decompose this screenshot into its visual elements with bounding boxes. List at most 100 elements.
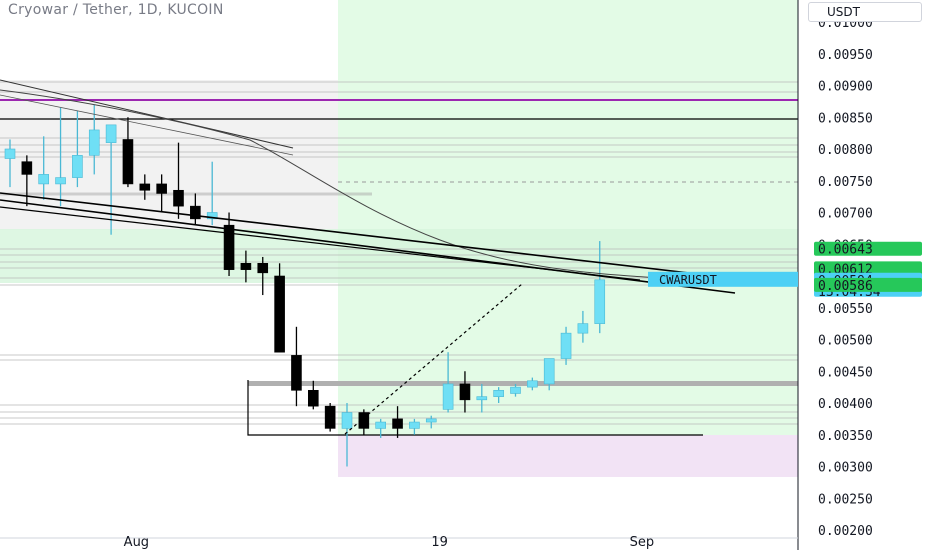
candles (4, 104, 606, 467)
candle (543, 358, 555, 391)
y-tick-label: 0.00700 (818, 207, 873, 222)
y-tick-label: 0.00800 (818, 143, 873, 158)
time-axis: Aug 19 Sep (0, 535, 798, 550)
candle-body (274, 275, 285, 353)
y-tick-label: 0.00500 (818, 334, 873, 349)
y-tick-label: 0.00300 (818, 461, 873, 476)
candle (4, 139, 16, 188)
price-badge-bg (814, 277, 922, 292)
candle (307, 380, 319, 410)
candle-body (476, 396, 488, 401)
candle (560, 326, 572, 365)
candle-body (173, 189, 184, 207)
candle (425, 415, 437, 429)
candle (392, 406, 403, 438)
channel-line-3 (0, 206, 641, 281)
candle (206, 161, 218, 226)
moving-average-line (0, 89, 701, 281)
candle-body (307, 389, 319, 407)
y-tick-label: 0.00750 (818, 175, 873, 190)
trend-line-upper-2 (0, 94, 294, 156)
candle (577, 310, 589, 343)
candle (358, 409, 370, 435)
price-badges: 0.006430.006120.0059413:04:340.00586CWAR… (648, 241, 922, 300)
x-tick-label: 19 (431, 535, 448, 550)
candle (173, 142, 184, 219)
candle-body (577, 323, 589, 334)
candle-body (240, 262, 252, 270)
candle (72, 110, 83, 188)
candle-body (156, 183, 167, 194)
candle-body (257, 262, 269, 274)
candle-body (291, 355, 302, 391)
candle-body (341, 412, 353, 429)
price-badge-bg (814, 241, 922, 256)
channel-line-1 (0, 192, 716, 277)
zones (0, 0, 798, 477)
x-tick-label: Sep (630, 535, 655, 550)
candle (409, 418, 420, 435)
symbol-tag-label: CWARUSDT (659, 273, 717, 287)
candle-body (510, 386, 521, 394)
candle-body (88, 129, 100, 156)
box-outline (247, 380, 703, 436)
price-badge-bg (814, 261, 922, 276)
candle-body (358, 412, 370, 429)
candle-body (55, 177, 66, 185)
candle-body (206, 212, 218, 220)
candle (324, 403, 336, 432)
y-tick-label: 0.00200 (818, 524, 873, 539)
candle-body (527, 380, 538, 388)
candle-body (105, 124, 117, 143)
currency-button[interactable]: USDT (808, 2, 922, 22)
y-tick-label: 0.00350 (818, 429, 873, 444)
y-tick-label: 0.00850 (818, 111, 873, 126)
y-tick-label: 0.00900 (818, 80, 873, 95)
candle-body (139, 183, 151, 191)
drawings (0, 79, 736, 435)
range-zone-grey (0, 80, 338, 230)
candle (527, 377, 538, 391)
trend-line-upper (0, 79, 294, 149)
candle (156, 174, 167, 213)
candle (122, 117, 134, 188)
candle-body (392, 418, 403, 429)
price-badge: 0.00643 (814, 241, 922, 258)
candle (510, 383, 521, 397)
symbol-tag-bg (648, 271, 798, 287)
candle-body (324, 405, 336, 429)
channel-line-2 (0, 199, 736, 294)
candle-body (442, 383, 454, 410)
y-tick-label: 0.00950 (818, 48, 873, 63)
y-tick-label: 0.00550 (818, 302, 873, 317)
candle (375, 418, 387, 438)
candle (291, 326, 302, 407)
candle (223, 212, 235, 276)
candle (55, 107, 66, 207)
y-tick-label: 0.00400 (818, 397, 873, 412)
candle-body (560, 332, 572, 359)
candle (274, 263, 285, 353)
chart-title: Cryowar / Tether, 1D, KUCOIN (8, 2, 224, 18)
candle-body (122, 139, 134, 185)
candle (341, 403, 353, 467)
candle (240, 250, 252, 283)
candle (459, 371, 471, 413)
candle-body (375, 421, 387, 429)
candle-body (425, 418, 437, 423)
candle-body (409, 421, 420, 429)
y-tick-label: 0.00250 (818, 492, 873, 507)
demand-zone-purple (338, 435, 798, 477)
candle (257, 256, 269, 296)
candle-body (493, 389, 504, 397)
candle (190, 193, 201, 226)
projection-arrow (344, 283, 523, 435)
price-badge: 0.00586 (814, 277, 922, 294)
candle-body (38, 174, 50, 185)
x-tick-label: Aug (124, 535, 149, 550)
candle (594, 241, 606, 334)
candle (21, 155, 33, 207)
y-tick-label: 0.00450 (818, 365, 873, 380)
candle-body (4, 148, 16, 159)
